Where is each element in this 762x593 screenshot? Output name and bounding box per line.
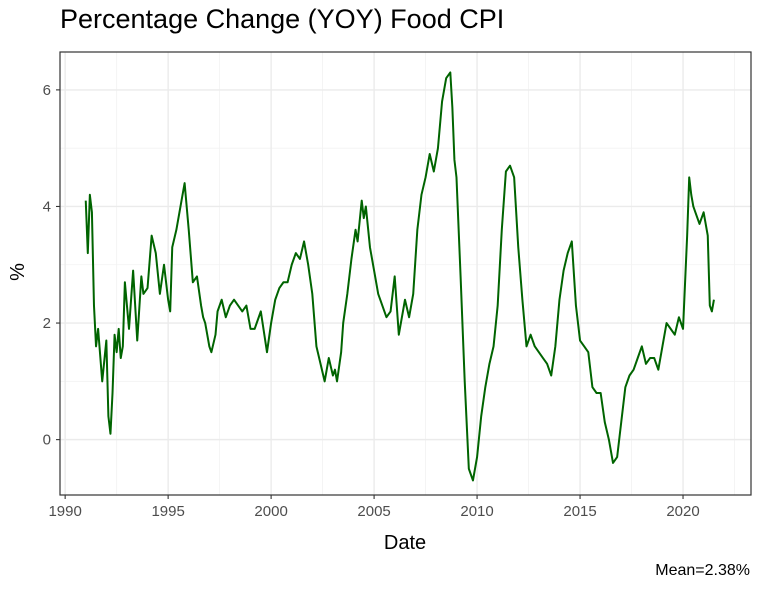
y-axis-title: % <box>7 263 29 281</box>
y-tick-label: 2 <box>43 315 51 332</box>
y-tick-label: 4 <box>43 198 51 215</box>
grid-lines <box>60 52 751 495</box>
chart-title: Percentage Change (YOY) Food CPI <box>60 4 505 34</box>
x-tick-label: 2010 <box>460 503 493 520</box>
panel-border <box>59 51 752 496</box>
axes: 1990 1995 2000 2005 2010 2015 2020 0 2 4 6 <box>43 51 752 520</box>
series-layer <box>84 71 715 482</box>
x-tick-label: 2015 <box>563 503 596 520</box>
x-tick-label: 2020 <box>666 503 699 520</box>
x-tick-label: 1990 <box>48 503 81 520</box>
x-tick-label: 2005 <box>357 503 390 520</box>
x-tick-label: 2000 <box>254 503 287 520</box>
y-tick-label: 0 <box>43 432 51 449</box>
x-axis-title: Date <box>384 532 426 554</box>
y-tick-label: 6 <box>43 82 51 99</box>
x-tick-label: 1995 <box>151 503 184 520</box>
mean-caption: Mean=2.38% <box>655 562 750 579</box>
series-line <box>84 71 715 482</box>
